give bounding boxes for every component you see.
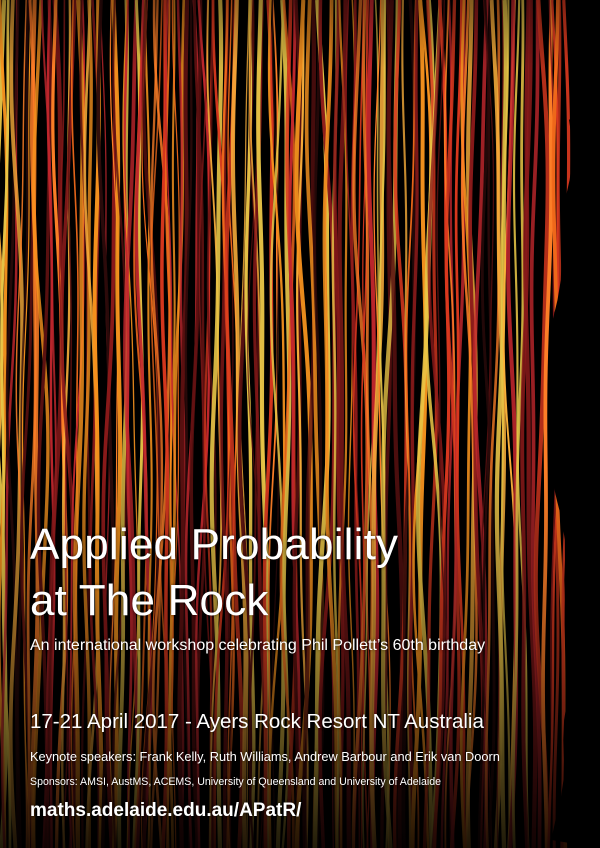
title-line-2: at The Rock xyxy=(30,576,269,625)
subtitle: An international workshop celebrating Ph… xyxy=(30,637,486,654)
title-line-1: Applied Probability xyxy=(30,520,399,569)
keynote-speakers: Keynote speakers: Frank Kelly, Ruth Will… xyxy=(30,749,500,764)
website-link[interactable]: maths.adelaide.edu.au/APatR/ xyxy=(30,800,302,821)
sponsors: Sponsors: AMSI, AustMS, ACEMS, Universit… xyxy=(30,776,441,788)
dates-venue: 17-21 April 2017 - Ayers Rock Resort NT … xyxy=(30,710,484,733)
